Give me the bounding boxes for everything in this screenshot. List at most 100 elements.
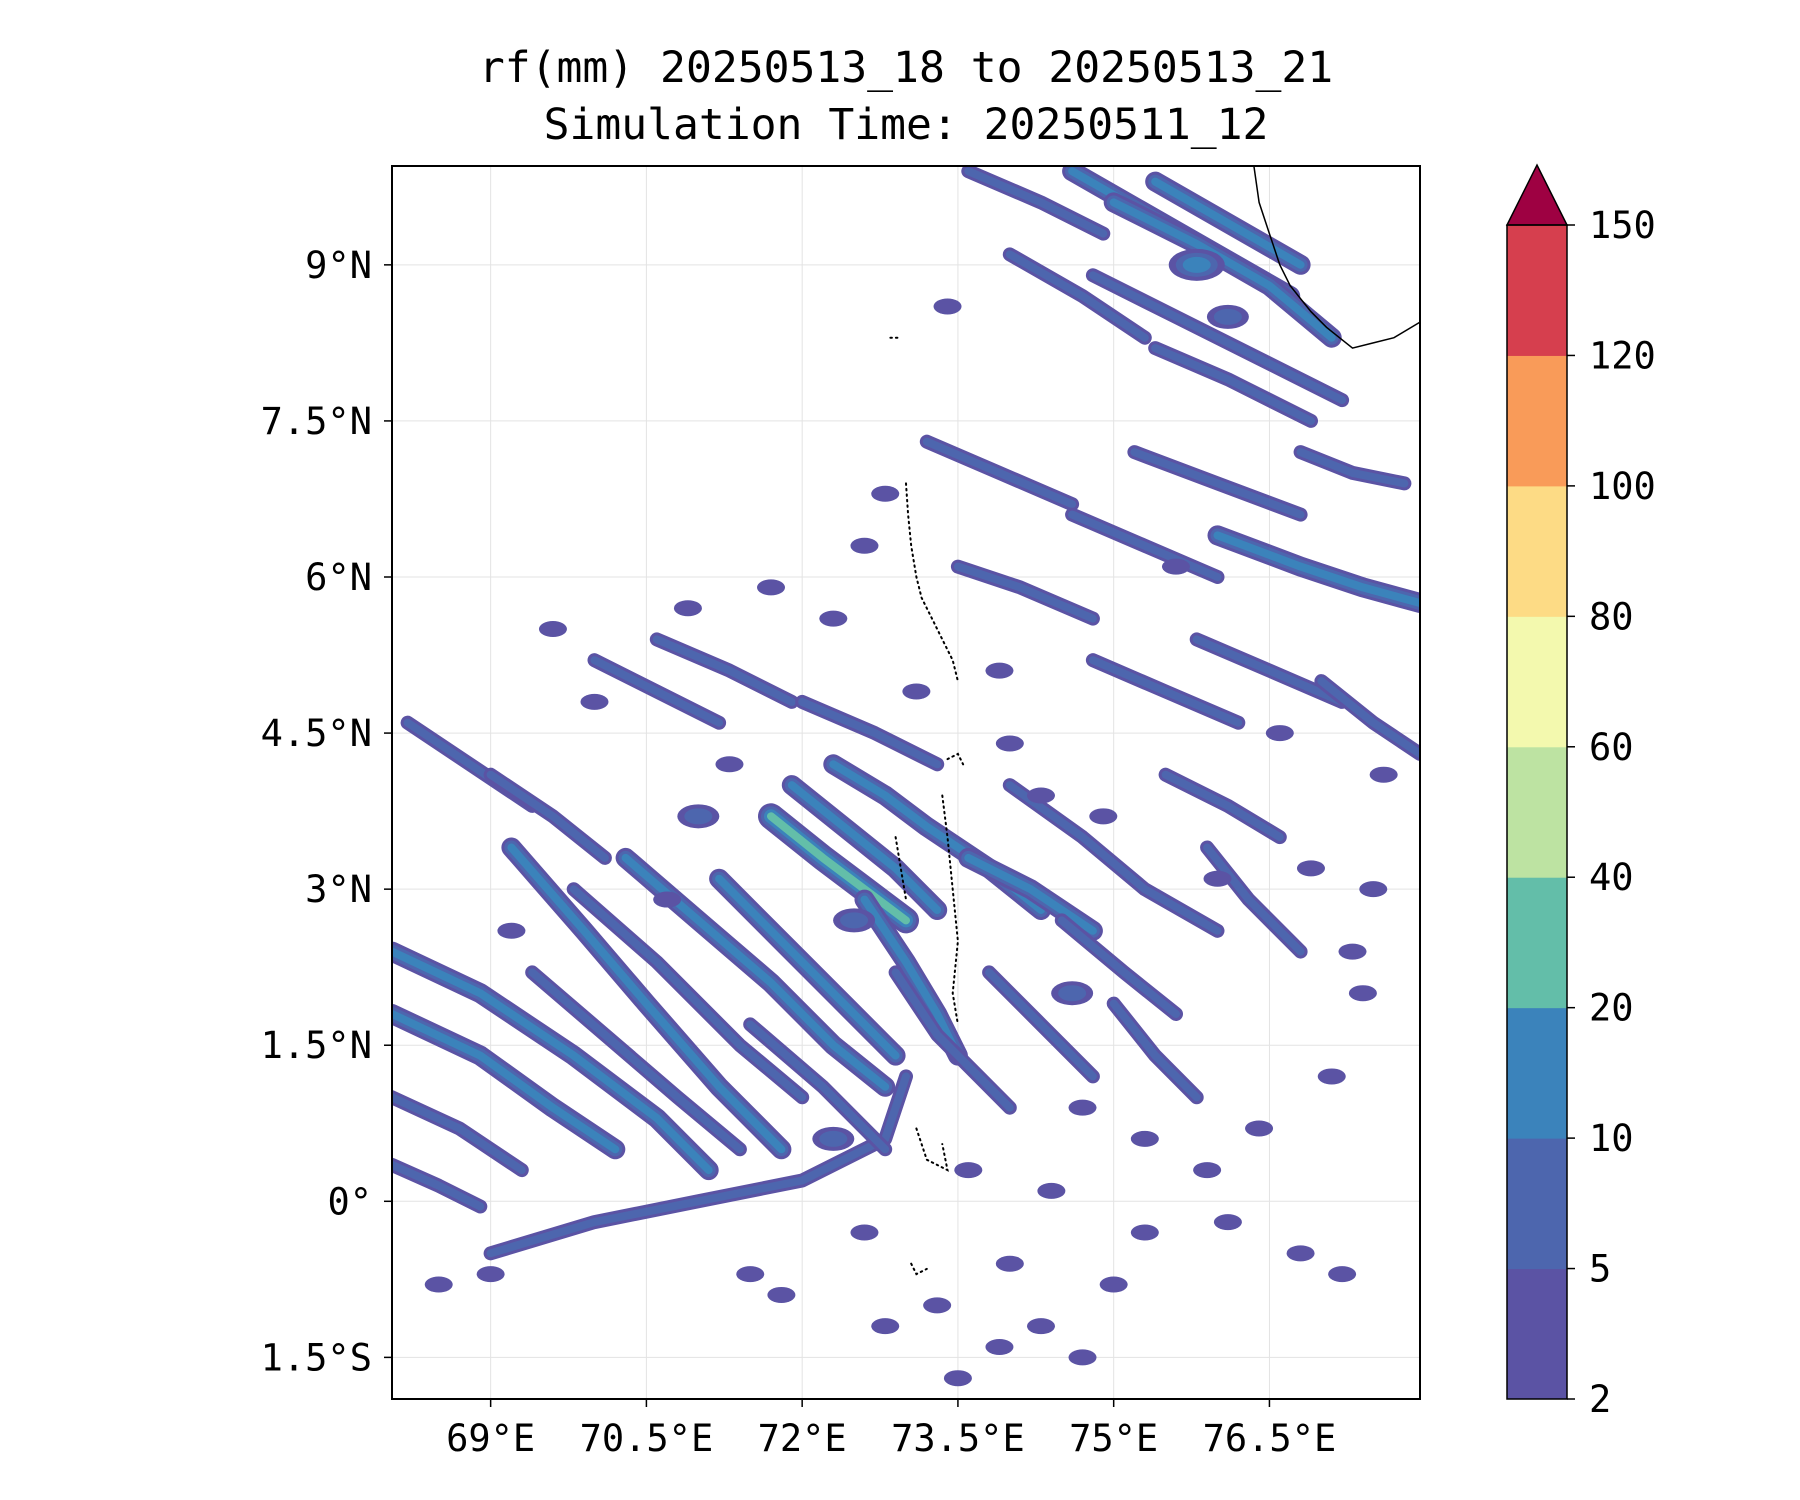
rain-cell [1203,870,1232,887]
rain-cell [1161,558,1190,575]
rain-cell [767,1286,796,1303]
island-outline [905,482,959,683]
rain-band [1054,913,1183,1021]
rain-band [1145,171,1311,275]
rain-cell [653,891,682,908]
colorbar-segment [1507,877,1567,1009]
rain-cell [677,804,720,829]
island-outline [946,752,965,766]
rain-cell [1286,1245,1315,1262]
rain-contour-level-1 [1161,770,1284,842]
rain-cell [1099,1276,1128,1293]
rain-contour-level-1 [746,1020,890,1154]
rain-cell-level-0 [1317,1068,1346,1085]
rain-contour-level-1 [985,968,1097,1081]
rain-cell-level-0 [538,621,567,638]
colorbar-extend-arrow [1505,163,1569,226]
rain-band [709,868,906,1066]
rain-contour-level-1 [1057,916,1180,1018]
rain-cell [850,537,879,554]
rain-band [758,803,919,934]
rain-cell [1206,304,1249,329]
x-tick-label: 69°E [446,1417,535,1460]
rain-cell [1296,860,1325,877]
colorbar-segment [1507,1138,1567,1270]
rain-cell [736,1266,765,1283]
x-tick-label: 76.5°E [1203,1417,1337,1460]
rain-cell [538,621,567,638]
rain-cell-level-0 [1338,943,1367,960]
rain-cell [424,1276,453,1293]
rain-contour-level-1 [953,562,1097,623]
rain-cell [1193,1162,1222,1179]
rain-cell-level-0 [580,693,609,710]
rain-band [1314,674,1420,761]
rain-cell [1317,1068,1346,1085]
rain-cell [871,485,900,502]
rain-band [919,434,1080,512]
rain-cell [850,1224,879,1241]
rain-cell-level-0 [1026,1318,1055,1335]
rain-band [392,1157,488,1214]
colorbar-tick-label: 5 [1589,1248,1611,1291]
rain-cell-level-0 [985,1338,1014,1355]
rain-cell-level-0 [757,579,786,596]
rain-cell [1369,766,1398,783]
rain-cell-level-0 [1286,1245,1315,1262]
rain-contour-level-1 [1109,999,1201,1102]
rain-cell-level-0 [715,756,744,773]
rain-cell [833,908,876,933]
rain-band [392,941,719,1181]
rain-cell-level-0 [1203,870,1232,887]
rain-band [1127,445,1308,522]
rain-band [958,847,1103,941]
rain-contour-level-2 [860,895,962,1060]
rain-band [566,882,810,1105]
y-tick-label: 3°N [305,868,372,911]
rain-band [888,965,1017,1115]
rain-contour-level-2 [964,853,1097,935]
colorbar-segment [1507,1007,1567,1139]
rain-contour-level-1 [1005,250,1149,342]
rain-band [1002,247,1152,345]
rain-contour-level-1 [891,968,1014,1112]
island-outline [910,1262,928,1276]
y-axis-ticks: 9°N 7.5°N 6°N 4.5°N 3°N 1.5°N 0° 1.5°S [261,244,392,1379]
rain-cell-level-0 [1089,808,1118,825]
rain-cell-level-1 [1213,308,1242,325]
rain-cell-level-0 [1245,1120,1274,1137]
rain-cell [933,298,962,315]
rain-band [961,166,1111,241]
coastlines [889,166,1420,1276]
rain-contour-level-1 [964,167,1108,238]
island-outline [941,794,959,1026]
rain-cell-level-0 [902,683,931,700]
rain-cell-level-0 [1037,1182,1066,1199]
rain-band [950,559,1100,626]
rain-contour-level-1 [392,1160,485,1211]
rain-cell [497,922,526,939]
colorbar-tick-label: 150 [1589,204,1656,247]
rain-contour-level-1 [1296,448,1409,488]
rain-cell-level-0 [1130,1130,1159,1147]
rain-contour-level-1 [1192,635,1347,706]
rain-cell-level-0 [871,1318,900,1335]
rain-cell-level-0 [923,1297,952,1314]
rain-cell [1130,1224,1159,1241]
y-tick-label: 9°N [305,244,372,287]
rain-cell-level-0 [850,1224,879,1241]
rain-cell [1068,1349,1097,1366]
rain-cell [673,600,702,617]
rain-contour-level-2 [1109,198,1336,342]
rain-cell [985,1338,1014,1355]
rain-cell-level-0 [1369,766,1398,783]
rain-cell [943,1370,972,1387]
rain-contour-level-1 [486,1072,910,1258]
rain-cell [923,1297,952,1314]
rain-band [1200,840,1308,959]
rain-cell [1168,248,1225,281]
rain-cell-level-1 [1058,985,1087,1002]
y-tick-label: 1.5°N [261,1024,372,1067]
rain-cell [1348,985,1377,1002]
rain-contour-level-1 [392,1093,526,1175]
